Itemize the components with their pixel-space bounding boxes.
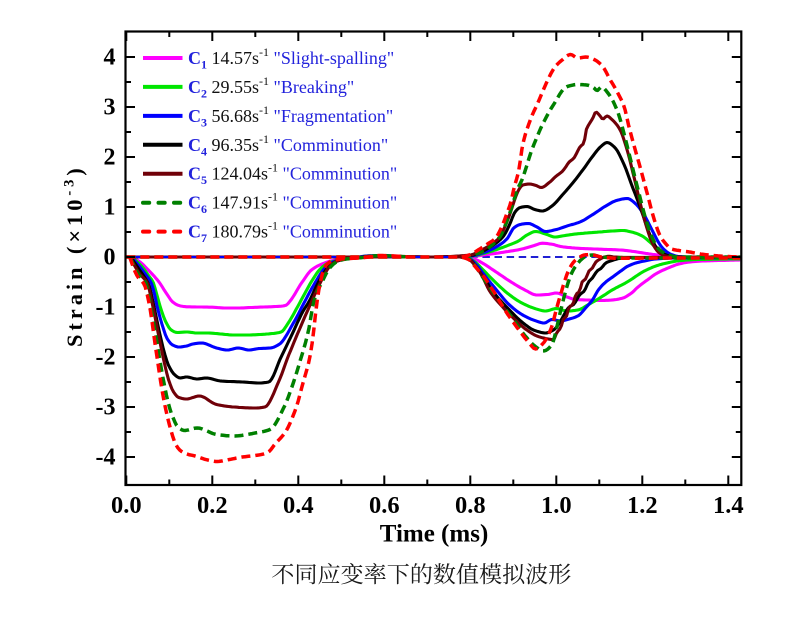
svg-text:C6 147.91s-1 "Comminution": C6 147.91s-1 "Comminution": [188, 190, 397, 217]
svg-text:0.0: 0.0: [111, 492, 142, 519]
svg-text:0.4: 0.4: [283, 492, 314, 519]
svg-text:0.6: 0.6: [369, 492, 400, 519]
svg-text:3: 3: [104, 95, 116, 121]
svg-text:C1 14.57s-1 "Slight-spalling": C1 14.57s-1 "Slight-spalling": [188, 45, 394, 72]
svg-text:Time (ms): Time (ms): [380, 521, 489, 548]
svg-text:-1: -1: [96, 295, 116, 321]
svg-text:4: 4: [104, 45, 116, 71]
svg-text:0: 0: [104, 245, 116, 271]
svg-text:0.8: 0.8: [455, 492, 486, 519]
svg-text:0.2: 0.2: [197, 492, 228, 519]
svg-text:2: 2: [104, 145, 116, 171]
svg-text:C2 29.55s-1 "Breaking": C2 29.55s-1 "Breaking": [188, 74, 354, 101]
svg-text:C7 180.79s-1 "Comminution": C7 180.79s-1 "Comminution": [188, 219, 397, 246]
svg-text:-4: -4: [96, 445, 116, 471]
svg-text:C4 96.35s-1 "Comminution": C4 96.35s-1 "Comminution": [188, 132, 388, 159]
svg-text:C3 56.68s-1 "Fragmentation": C3 56.68s-1 "Fragmentation": [188, 103, 393, 129]
svg-text:C5 124.04s-1 "Comminution": C5 124.04s-1 "Comminution": [188, 161, 397, 188]
svg-text:1: 1: [104, 195, 116, 221]
svg-text:1.4: 1.4: [713, 492, 744, 519]
svg-text:1.0: 1.0: [541, 492, 572, 519]
svg-text:-2: -2: [96, 345, 116, 371]
svg-text:-3: -3: [96, 395, 116, 421]
svg-text:1.2: 1.2: [627, 492, 658, 519]
